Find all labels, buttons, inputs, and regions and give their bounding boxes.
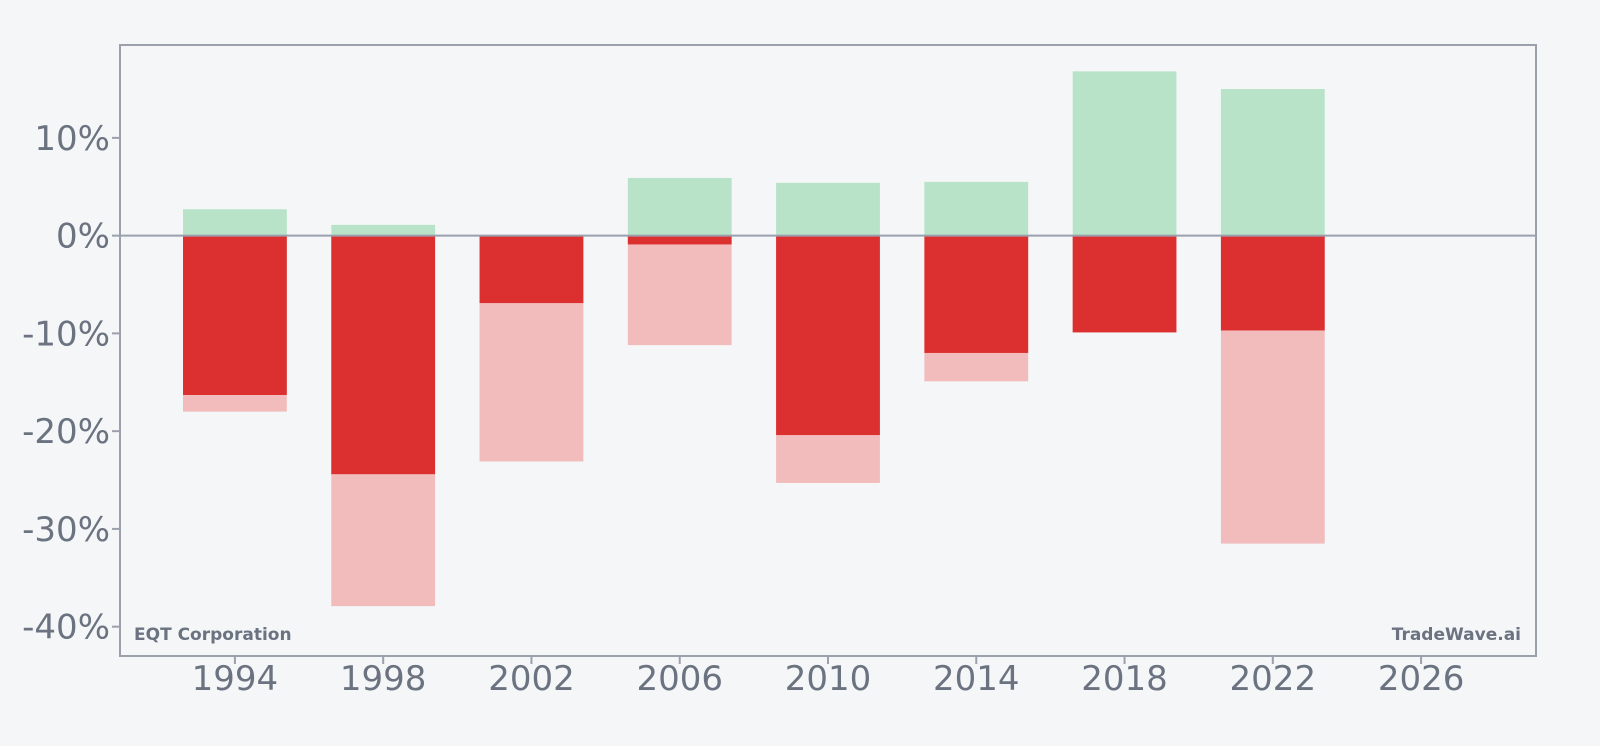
gain-bar-2022 <box>1220 88 1325 236</box>
gain-bar-1994 <box>183 209 287 236</box>
loss-bar-1998 <box>331 235 436 475</box>
y-tick-label--40: -40% <box>22 608 110 648</box>
loss-bar-2002 <box>479 235 584 304</box>
company-label: EQT Corporation <box>134 625 292 645</box>
x-tick-label-2014: 2014 <box>933 659 1020 699</box>
x-axis: 1994 1998 2002 2006 2010 2014 2018 2022 2026 <box>192 656 1465 699</box>
drawdown-bar-2006 <box>627 235 732 346</box>
gain-bar-2018 <box>1072 71 1177 236</box>
y-tick-label--30: -30% <box>22 510 110 550</box>
y-tick-label--10: -10% <box>22 314 110 354</box>
x-tick-label-1998: 1998 <box>340 659 427 699</box>
x-tick-label-2010: 2010 <box>785 659 872 699</box>
x-tick-label-2018: 2018 <box>1081 659 1168 699</box>
loss-bar-2006 <box>627 235 732 245</box>
y-tick-label-10: 10% <box>34 119 110 159</box>
x-tick-label-2002: 2002 <box>488 659 575 699</box>
y-axis: 10% 0% -10% -20% -30% -40% <box>22 119 120 648</box>
gain-bar-2006 <box>627 177 732 236</box>
x-tick-label-2022: 2022 <box>1230 659 1317 699</box>
y-tick-label-0: 0% <box>56 217 110 257</box>
y-tick-label--20: -20% <box>22 412 110 452</box>
gain-bar-1998 <box>331 224 436 236</box>
x-tick-label-1994: 1994 <box>192 659 279 699</box>
loss-bar-2018 <box>1072 235 1177 333</box>
gain-bar-2014 <box>924 181 1029 236</box>
loss-bar-2014 <box>924 235 1029 353</box>
bars-layer <box>183 71 1325 607</box>
x-tick-label-2026: 2026 <box>1378 659 1465 699</box>
brand-label: TradeWave.ai <box>1392 625 1521 645</box>
loss-bar-2022 <box>1220 235 1325 331</box>
gain-bar-2010 <box>776 182 880 236</box>
loss-bar-1994 <box>183 235 287 395</box>
loss-bar-2010 <box>776 235 880 436</box>
x-tick-label-2006: 2006 <box>636 659 723 699</box>
